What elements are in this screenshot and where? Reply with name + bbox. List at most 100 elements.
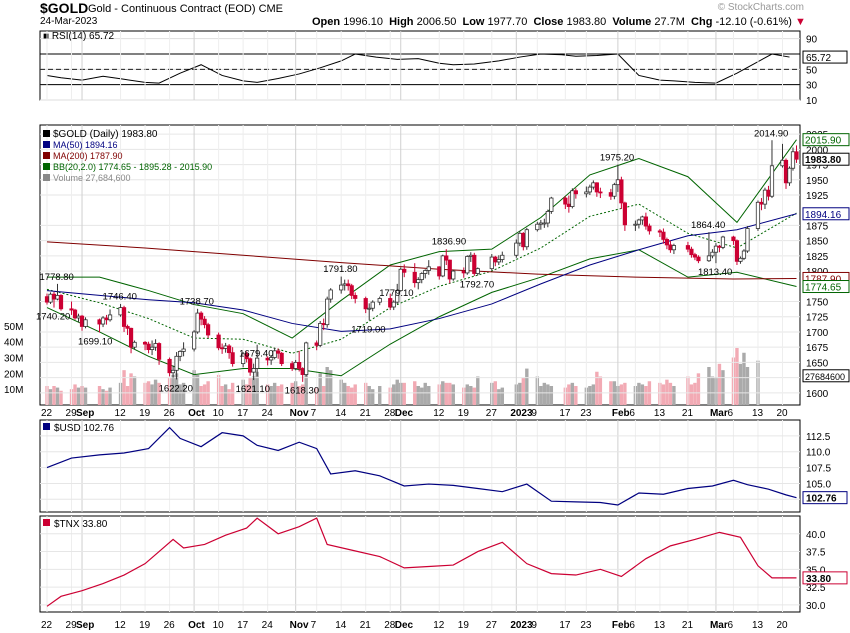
x-axis-label: 6 xyxy=(629,620,635,631)
price-legend-entry: MA(200) 1787.90 xyxy=(53,151,123,161)
candle-body xyxy=(566,203,571,207)
candle-body xyxy=(402,268,407,273)
candle-body xyxy=(51,293,57,300)
volume-bar xyxy=(171,374,175,405)
candle-body xyxy=(363,298,368,310)
candle-body xyxy=(766,189,771,197)
volume-bar xyxy=(637,382,641,405)
tnx-tick-label: 40.0 xyxy=(806,530,826,541)
price-annotation: 1778.80 xyxy=(40,272,74,283)
x-axis-label: 17 xyxy=(237,408,249,419)
candle-body xyxy=(472,254,477,274)
volume-bar xyxy=(546,384,550,405)
volume-bar xyxy=(717,363,722,405)
price-tick-label: 1850 xyxy=(806,237,829,248)
price-annotation: 1975.20 xyxy=(600,152,634,163)
volume-bar xyxy=(672,386,676,405)
price-annotation: 1719.00 xyxy=(351,324,385,335)
usd-panel-frame xyxy=(39,419,801,513)
volume-bar xyxy=(55,387,60,405)
candle-body xyxy=(206,324,211,336)
x-axis-label: 24 xyxy=(262,620,274,631)
brand-watermark: © StockCharts.com xyxy=(717,2,804,13)
candle-body xyxy=(100,317,106,325)
price-legend-entry: $GOLD (Daily) 1983.80 xyxy=(53,129,158,140)
tnx-tick-label: 30.0 xyxy=(806,601,826,612)
volume-bar xyxy=(129,373,133,405)
close-value: 1983.80 xyxy=(566,16,607,28)
volume-bar xyxy=(101,389,105,405)
candle-body xyxy=(391,301,396,308)
volume-bar xyxy=(220,386,224,405)
price-tick-label: 1650 xyxy=(806,358,829,369)
x-axis-label: 19 xyxy=(139,408,151,419)
candle-body xyxy=(48,293,53,303)
volume-bar xyxy=(668,382,673,405)
candle-body xyxy=(608,192,613,197)
ohlc-summary: Open 1996.10 High 2006.50 Low 1977.70 Cl… xyxy=(312,16,806,28)
volume-tick-label: 20M xyxy=(4,369,23,380)
candle-body xyxy=(762,189,768,205)
candle-body xyxy=(55,295,60,300)
price-tick-label: 1975 xyxy=(806,161,829,172)
price-tick-label: 1700 xyxy=(806,328,829,339)
volume-bar xyxy=(367,386,371,405)
x-axis-label: 17 xyxy=(559,620,571,631)
legend-swatch xyxy=(43,141,50,148)
x-axis-label: 20 xyxy=(776,408,788,419)
x-axis-label: 21 xyxy=(360,620,372,631)
x-axis-label: Dec xyxy=(395,408,414,419)
volume-bar xyxy=(595,371,599,405)
volume-bar xyxy=(371,389,375,405)
volume-bar xyxy=(644,386,648,405)
volume-bar xyxy=(157,382,161,405)
volume-bar xyxy=(248,378,252,405)
tnx-line xyxy=(46,517,797,607)
candle-body xyxy=(279,352,284,365)
price-annotation: 1813.40 xyxy=(698,267,732,278)
price-legend-entry: Volume 27,684,600 xyxy=(53,173,131,183)
rsi-line xyxy=(46,53,790,84)
candle-body xyxy=(377,298,382,303)
x-axis-label: Feb xyxy=(612,620,630,631)
tnx-tick-label: 35.0 xyxy=(806,565,826,576)
candle-body xyxy=(181,348,186,352)
x-axis-label: 23 xyxy=(580,408,592,419)
volume-bar xyxy=(150,384,154,405)
x-axis-label: 7 xyxy=(311,620,317,631)
volume-label: Volume xyxy=(612,16,652,28)
candle-body xyxy=(132,341,137,348)
rsi-tick-label: 50 xyxy=(806,65,818,76)
tnx-value-label: 33.80 xyxy=(806,574,831,585)
x-axis-label: 29 xyxy=(66,620,78,631)
candle-body xyxy=(444,255,449,261)
candle-body xyxy=(720,236,726,248)
usd-tick-label: 105.0 xyxy=(806,479,831,490)
low-label: Low xyxy=(462,16,485,28)
down-arrow-icon: ▼ xyxy=(795,16,806,28)
x-axis-label: 6 xyxy=(629,408,635,419)
tnx-legend-swatch xyxy=(43,519,50,526)
candle-body xyxy=(121,307,127,327)
candle-body xyxy=(661,231,666,240)
price-annotation: 1836.90 xyxy=(432,237,466,248)
x-axis-label: 2023 xyxy=(510,620,533,631)
high-value: 2006.50 xyxy=(416,16,457,28)
open-value: 1996.10 xyxy=(343,16,383,28)
price-value-label: 1787.90 xyxy=(805,274,842,285)
tnx-tick-label: 37.5 xyxy=(806,548,826,559)
volume-value: 27.7M xyxy=(654,16,685,28)
volume-bar xyxy=(318,373,322,405)
x-axis-label: 9 xyxy=(531,408,537,419)
candle-body xyxy=(671,245,677,251)
candle-body xyxy=(321,323,326,326)
volume-bar xyxy=(427,386,431,405)
volume-bar xyxy=(230,382,235,405)
candle-body xyxy=(195,312,200,333)
volume-tick-label: 30M xyxy=(4,354,23,365)
candle-body xyxy=(367,307,372,310)
candle-body xyxy=(104,317,109,321)
volume-bar xyxy=(378,386,382,405)
x-axis-label: 26 xyxy=(164,620,176,631)
volume-bar xyxy=(735,348,739,405)
